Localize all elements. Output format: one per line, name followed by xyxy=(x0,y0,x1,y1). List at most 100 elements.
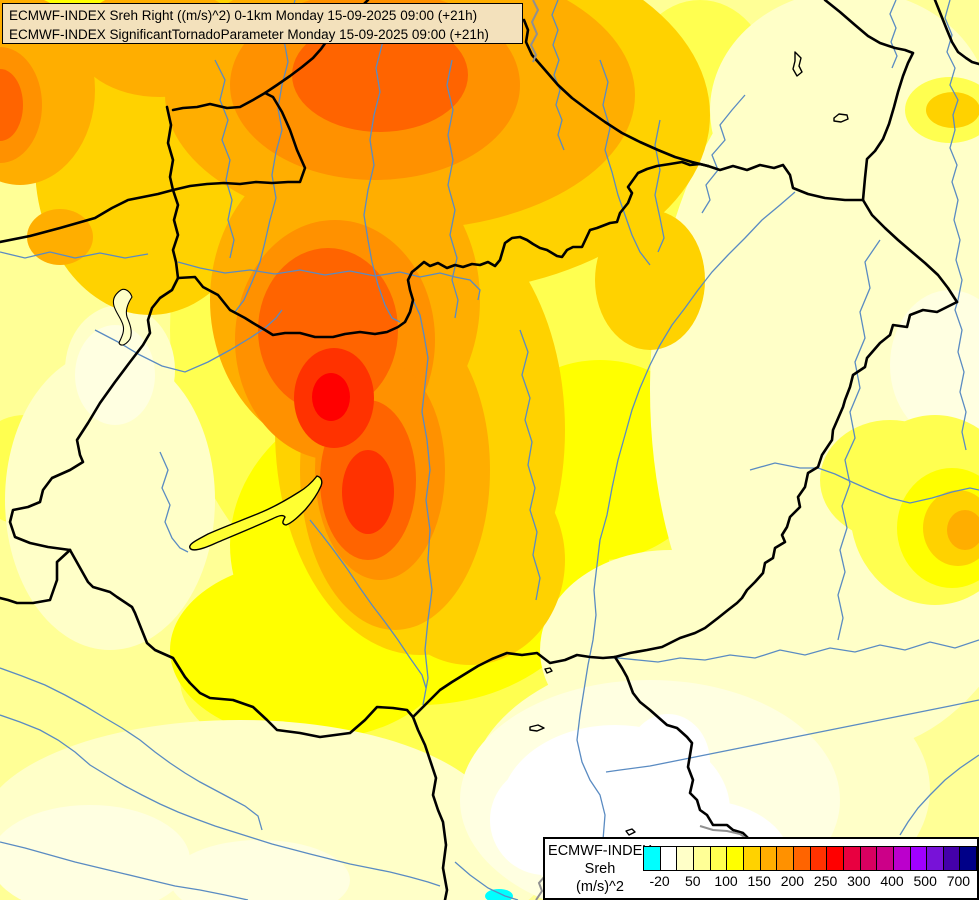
islet-outline-4 xyxy=(544,667,553,674)
river-nitra xyxy=(214,59,235,259)
legend-swatch xyxy=(709,847,727,870)
legend-ticks: -20 50 100 150 200 250 300 400 500 700 xyxy=(643,872,975,892)
legend-swatch xyxy=(676,847,693,870)
field-blob xyxy=(926,92,979,128)
legend-swatch xyxy=(644,847,660,870)
legend-tick-label: 700 xyxy=(946,873,971,889)
lakes xyxy=(112,51,849,836)
river-somes xyxy=(837,239,881,641)
border-at-hu-west xyxy=(8,276,180,552)
legend-tick-label: 500 xyxy=(913,873,937,889)
legend-swatch xyxy=(809,847,827,870)
legend-swatch xyxy=(959,847,977,870)
legend-swatch xyxy=(726,847,743,870)
river-bottom-center xyxy=(454,861,519,900)
border-carpathian-north xyxy=(522,18,710,168)
river-koros xyxy=(600,639,979,663)
border-at-hu-north xyxy=(171,188,180,280)
river-bottom-right xyxy=(899,754,979,836)
border-danube-south xyxy=(411,715,449,900)
river-danube xyxy=(411,297,433,706)
field-blob xyxy=(292,18,468,132)
title-line-1: ECMWF-INDEX Sreh Right ((m/s)^2) 0-1km M… xyxy=(9,8,478,23)
islet-outline-3 xyxy=(625,828,636,836)
border-cz-at xyxy=(0,91,307,244)
river-maros xyxy=(605,699,979,773)
river-mura xyxy=(0,667,263,831)
legend-swatch xyxy=(909,847,927,870)
river-sio xyxy=(309,519,427,689)
legend-swatch xyxy=(859,847,877,870)
lake-balaton xyxy=(189,475,323,551)
legend-swatch xyxy=(742,847,760,870)
border-hu-sk-danube xyxy=(176,266,419,339)
river-little-danube xyxy=(177,261,481,301)
islet-outline-1 xyxy=(792,51,803,77)
field-blob xyxy=(170,840,350,900)
legend-swatch xyxy=(842,847,860,870)
border-hu-sk-northeast xyxy=(415,160,710,270)
border-morava xyxy=(165,105,175,192)
legend: ECMWF-INDEX Sreh (m/s)^2 -20 50 100 150 200 2… xyxy=(543,837,979,900)
title-box: ECMWF-INDEX Sreh Right ((m/s)^2) 0-1km M… xyxy=(2,3,523,44)
river-ung xyxy=(701,94,746,214)
legend-swatch xyxy=(776,847,793,870)
legend-swatch xyxy=(659,847,677,870)
river-top-left xyxy=(0,251,149,259)
field-blob xyxy=(75,325,155,425)
field-blob xyxy=(595,210,705,350)
stp-contour-bottom-left xyxy=(535,875,546,900)
river-bodrog xyxy=(654,119,665,253)
border-ro-ua xyxy=(861,198,959,304)
islet-outline-2 xyxy=(833,113,849,123)
legend-swatch xyxy=(792,847,810,870)
legend-tick-label: 150 xyxy=(747,873,771,889)
field-blob xyxy=(312,373,350,421)
title-line-2: ECMWF-INDEX SignificantTornadoParameter … xyxy=(9,27,489,42)
legend-swatch xyxy=(692,847,710,870)
river-east-slovakia xyxy=(599,59,651,266)
legend-tick-label: 200 xyxy=(780,873,805,889)
river-ipoly xyxy=(446,59,459,319)
legend-swatch xyxy=(926,847,943,870)
legend-swatch xyxy=(892,847,910,870)
legend-colorbar xyxy=(643,846,977,871)
field-blob xyxy=(342,450,394,534)
legend-tick-label: 300 xyxy=(847,873,871,889)
legend-tick-label: -20 xyxy=(649,873,670,889)
field-blob xyxy=(0,805,190,900)
legend-tick-label: 250 xyxy=(813,873,838,889)
border-hu-ro xyxy=(613,300,959,659)
legend-tick-label: 100 xyxy=(714,873,738,889)
river-raba xyxy=(94,309,283,373)
border-rs-ro xyxy=(613,655,758,850)
border-sk-ua xyxy=(823,0,915,202)
stp-contour-top xyxy=(529,0,540,63)
river-tisza xyxy=(576,191,796,900)
lake-neusiedl xyxy=(112,288,133,346)
border-ua-corner xyxy=(933,0,979,66)
legend-tick-label: 400 xyxy=(880,873,904,889)
river-zagyva xyxy=(519,329,541,601)
legend-product: ECMWF-INDEX xyxy=(548,843,652,859)
river-drava xyxy=(0,714,441,887)
border-hu-hr xyxy=(68,548,415,739)
lake-tisza xyxy=(529,724,545,732)
border-si-west xyxy=(0,548,72,605)
river-hron xyxy=(363,21,401,323)
river-ne-corner xyxy=(889,0,898,69)
field-blob xyxy=(947,510,979,550)
river-zala xyxy=(159,451,189,553)
river-slana xyxy=(551,0,565,151)
river-east-mid xyxy=(749,462,979,504)
field-blob xyxy=(0,69,23,141)
border-hu-rs xyxy=(411,651,617,719)
legend-units: (m/s)^2 xyxy=(576,879,624,895)
border-hu-ua xyxy=(706,163,865,202)
legend-tick-label: 50 xyxy=(685,873,701,889)
